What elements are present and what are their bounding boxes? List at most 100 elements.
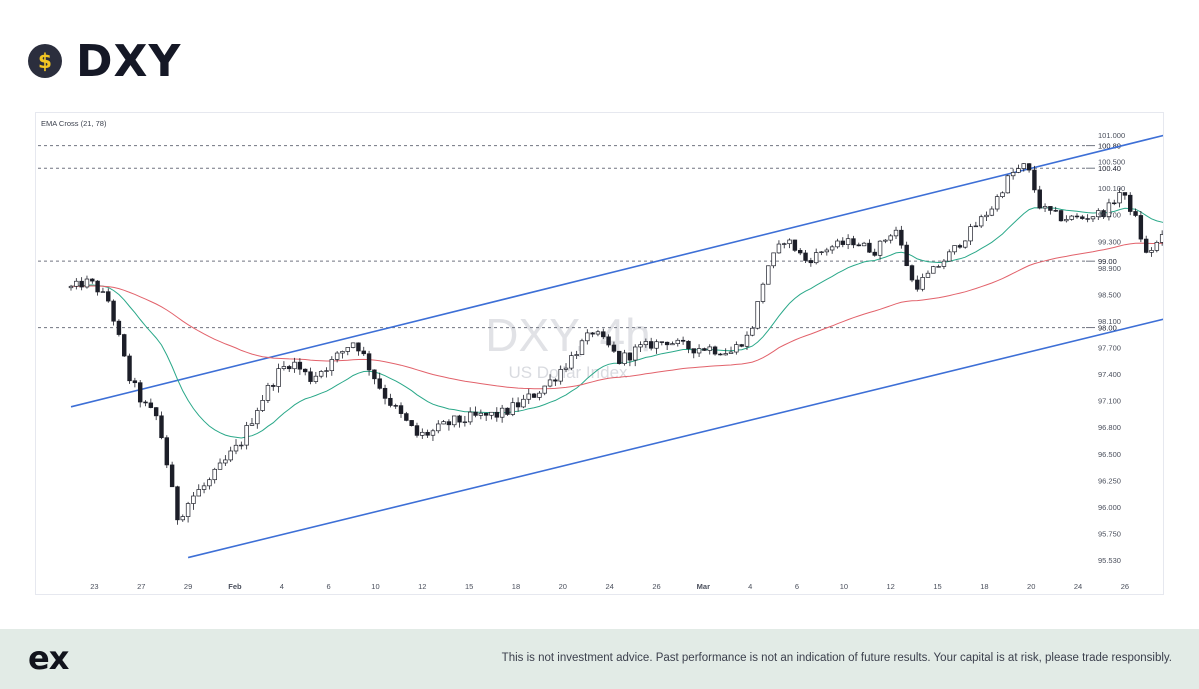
candle bbox=[771, 252, 776, 269]
candle-body bbox=[398, 405, 404, 414]
candle-body bbox=[1143, 238, 1149, 253]
page-title: DXY bbox=[76, 35, 182, 87]
candle-body bbox=[787, 239, 792, 245]
candle-body bbox=[931, 266, 936, 274]
y-tick-label: 99.300 bbox=[1098, 237, 1121, 246]
candle bbox=[196, 484, 201, 497]
candle bbox=[915, 275, 920, 292]
candle-body bbox=[590, 332, 595, 335]
candle bbox=[680, 336, 686, 345]
candle bbox=[79, 277, 84, 291]
candle-body bbox=[207, 479, 212, 487]
candle bbox=[244, 421, 249, 450]
candle-body bbox=[1138, 215, 1144, 240]
candle bbox=[159, 411, 164, 440]
candle bbox=[585, 329, 590, 345]
candle bbox=[467, 407, 473, 425]
candle bbox=[116, 319, 122, 337]
candle bbox=[217, 458, 223, 470]
candle-body bbox=[462, 421, 468, 424]
candle bbox=[994, 194, 1000, 212]
candle-body bbox=[776, 243, 782, 254]
candle-body bbox=[127, 355, 132, 382]
candle-body bbox=[840, 240, 846, 245]
candle-body bbox=[856, 244, 861, 247]
candle-body bbox=[90, 278, 95, 282]
candle-body bbox=[947, 251, 952, 262]
candle bbox=[366, 350, 372, 376]
candle-body bbox=[1026, 163, 1032, 171]
candle-body bbox=[122, 334, 127, 357]
candle bbox=[180, 514, 185, 522]
candle-body bbox=[260, 400, 265, 411]
candle-body bbox=[1154, 242, 1160, 251]
candle bbox=[702, 347, 707, 351]
candle-body bbox=[436, 423, 441, 432]
candle-body bbox=[361, 350, 366, 355]
candle-body bbox=[297, 361, 303, 370]
candle-body bbox=[963, 240, 968, 248]
candle bbox=[340, 350, 345, 359]
candle bbox=[223, 455, 228, 466]
candle-body bbox=[760, 283, 766, 302]
candle-body bbox=[292, 361, 297, 370]
candle-body bbox=[483, 412, 489, 416]
candle bbox=[829, 244, 835, 254]
candle-body bbox=[861, 242, 867, 247]
candle-body bbox=[153, 407, 159, 417]
candle-body bbox=[670, 343, 675, 346]
candle bbox=[840, 237, 846, 248]
candle bbox=[1016, 164, 1021, 174]
candle bbox=[473, 406, 478, 418]
candle-body bbox=[877, 240, 883, 256]
candle bbox=[893, 226, 899, 239]
candle bbox=[766, 265, 771, 285]
candle bbox=[723, 348, 728, 356]
candle-body bbox=[1090, 216, 1096, 220]
candle-body bbox=[734, 344, 739, 353]
candle bbox=[872, 248, 877, 257]
candle bbox=[696, 344, 702, 358]
candle bbox=[750, 325, 755, 337]
candle bbox=[499, 404, 505, 423]
candle bbox=[201, 482, 207, 494]
candle bbox=[569, 351, 574, 371]
candle-body bbox=[372, 369, 377, 380]
candle-body bbox=[1042, 206, 1048, 209]
candle-body bbox=[803, 252, 808, 261]
candle-body bbox=[712, 346, 718, 355]
candle-body bbox=[766, 265, 771, 285]
candle-body bbox=[654, 341, 659, 349]
candle-body bbox=[537, 392, 542, 398]
candle-body bbox=[340, 351, 345, 354]
candle bbox=[382, 384, 388, 405]
candle-body bbox=[638, 344, 643, 348]
candle-body bbox=[1021, 163, 1026, 169]
candle bbox=[547, 374, 553, 388]
brand-logo: ex bbox=[28, 639, 69, 677]
candle bbox=[760, 282, 766, 304]
candle-body bbox=[478, 412, 484, 416]
candle-body bbox=[750, 327, 755, 336]
candle bbox=[489, 411, 494, 420]
candle bbox=[233, 439, 239, 455]
candle bbox=[132, 377, 138, 388]
candle bbox=[1149, 247, 1154, 257]
candle bbox=[978, 214, 984, 228]
candle-body bbox=[915, 279, 920, 290]
candle bbox=[686, 340, 691, 354]
candle-body bbox=[739, 344, 744, 347]
y-tick-label: 100.100 bbox=[1098, 184, 1125, 193]
y-axis: 101.000100.500100.10099.70099.30098.9009… bbox=[1098, 131, 1125, 565]
candle bbox=[1042, 203, 1048, 213]
candle bbox=[579, 338, 585, 355]
candle-body bbox=[489, 411, 494, 416]
candle-body bbox=[622, 352, 627, 364]
page-header: $ DXY bbox=[28, 34, 181, 88]
candle bbox=[734, 341, 739, 355]
x-tick-label: 10 bbox=[371, 582, 379, 591]
candle bbox=[430, 428, 436, 442]
candle bbox=[505, 407, 510, 416]
candle bbox=[798, 248, 803, 256]
candle-body bbox=[1085, 218, 1090, 220]
